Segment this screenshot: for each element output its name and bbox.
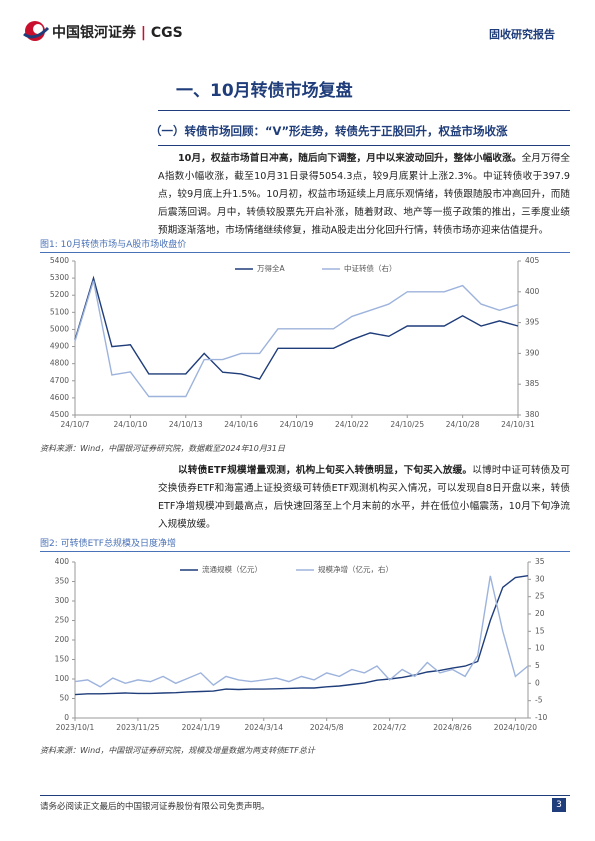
y-tick-label: 200 [55, 635, 70, 644]
y-tick-label: 5100 [50, 307, 69, 316]
y2-tick-label: 0 [535, 678, 540, 687]
x-tick-label: 24/10/13 [169, 420, 203, 429]
legend-label: 中证转债（右） [344, 263, 397, 273]
y2-tick-label: 395 [525, 318, 540, 327]
x-tick-label: 2024/3/14 [245, 723, 284, 732]
chart: 4500 4600 4700 4800 4900 5000 5100 5200 5300 5400… [50, 256, 540, 429]
y-tick-label: 5300 [50, 273, 69, 282]
y-tick-label: 4600 [50, 393, 69, 402]
figure-caption: 图1: 10月转债市场与A股市场收盘价 [40, 237, 570, 253]
disclaimer: 请务必阅读正文最后的中国银河证券股份有限公司免责声明。 [40, 802, 270, 812]
y-tick-label: 150 [55, 655, 70, 664]
y-tick-label: 4800 [50, 359, 69, 368]
series-line [74, 275, 519, 380]
x-tick-label: 24/10/19 [280, 420, 314, 429]
logo: 中国银河证券 | CGS [52, 25, 183, 41]
figure-caption: 图2: 可转债ETF总规模及日度净增 [40, 536, 570, 552]
x-tick-label: 2023/10/1 [56, 723, 95, 732]
x-tick-label: 2024/1/19 [182, 723, 221, 732]
x-tick-label: 24/10/16 [224, 420, 258, 429]
y2-tick-label: -5 [535, 696, 543, 705]
y2-tick-label: 385 [525, 379, 540, 388]
y2-tick-label: 35 [535, 557, 545, 566]
y2-tick-label: 25 [535, 592, 545, 601]
chart: 0 50 100 150 200 250 300 350 400 -10 -5 0 5 10 15 20 25 3… [55, 557, 548, 732]
paragraph: 以转债ETF规模增量观测，机构上旬买入转债明显，下旬买入放缓。以博时中证可转债及… [158, 462, 570, 534]
source: 资料来源：Wind，中国银河证券研究院，数据截至2024年10月31日 [40, 444, 285, 453]
paragraph: 10月，权益市场首日冲高，随后向下调整，月中以来波动回升，整体小幅收涨。全月万得… [158, 150, 570, 240]
page-number: 3 [552, 798, 566, 812]
x-tick-label: 2024/5/8 [310, 723, 344, 732]
logo-en: CGS [150, 25, 183, 41]
logo-icon [23, 21, 50, 41]
y-tick-label: 5400 [50, 256, 69, 265]
y2-tick-label: 15 [535, 626, 545, 635]
y-tick-label: 4500 [50, 410, 69, 419]
y2-tick-label: 10 [535, 644, 545, 653]
y2-tick-label: 390 [525, 348, 540, 357]
section-title: 一、10月转债市场复盘 [176, 81, 353, 101]
rule [158, 110, 570, 111]
y2-tick-label: 400 [525, 287, 540, 296]
series-line [74, 575, 529, 688]
y-tick-label: 250 [55, 616, 70, 625]
y-tick-label: 5200 [50, 290, 69, 299]
report-type: 固收研究报告 [489, 28, 555, 41]
x-tick-label: 2023/11/25 [116, 723, 159, 732]
series-line [74, 575, 529, 696]
x-tick-label: 24/10/31 [501, 420, 535, 429]
x-tick-label: 24/10/10 [114, 420, 148, 429]
lead: 10月，权益市场首日冲高，随后向下调整，月中以来波动回升，整体小幅收涨。 [178, 153, 522, 164]
y-tick-label: 5000 [50, 324, 69, 333]
body: 以博时中证可转债及可交换债券ETF和海富通上证投资级可转债ETF观测机构买入情况… [158, 465, 570, 530]
x-tick-label: 24/10/7 [61, 420, 90, 429]
rule [158, 145, 570, 146]
x-tick-label: 2024/10/20 [494, 723, 537, 732]
source: 资料来源：Wind，中国银河证券研究院，规模及增量数据为两支转债ETF总计 [40, 746, 315, 755]
y-tick-label: 0 [64, 713, 69, 722]
legend-label: 万得全A [257, 263, 285, 273]
y-tick-label: 4700 [50, 376, 69, 385]
y-tick-label: 400 [55, 557, 70, 566]
x-tick-label: 24/10/25 [390, 420, 424, 429]
y2-tick-label: 30 [535, 574, 545, 583]
x-tick-label: 24/10/22 [335, 420, 369, 429]
y2-tick-label: 380 [525, 410, 540, 419]
subsection-title: （一）转债市场回顾：“V”形走势，转债先于正股回升，权益市场收涨 [150, 124, 508, 138]
lead: 以转债ETF规模增量观测，机构上旬买入转债明显，下旬买入放缓。 [178, 465, 473, 476]
body: 全月万得全A指数小幅收涨，截至10月31日录得5054.3点，较9月底累计上涨2… [158, 153, 570, 236]
legend-label: 规模净增（亿元，右） [318, 564, 393, 574]
y-tick-label: 50 [59, 694, 69, 703]
rule [40, 795, 570, 796]
series-line [74, 280, 519, 398]
x-tick-label: 2024/8/26 [433, 723, 472, 732]
x-tick-label: 2024/7/2 [373, 723, 407, 732]
x-tick-label: 24/10/28 [446, 420, 480, 429]
legend-label: 流通规模（亿元） [202, 564, 262, 574]
y-tick-label: 100 [55, 674, 70, 683]
y-tick-label: 4900 [50, 342, 69, 351]
y2-tick-label: -10 [535, 713, 547, 722]
y-tick-label: 350 [55, 577, 70, 586]
y2-tick-label: 405 [525, 256, 540, 265]
y2-tick-label: 20 [535, 609, 545, 618]
y-tick-label: 300 [55, 596, 70, 605]
logo-cn: 中国银河证券 [52, 25, 136, 41]
y2-tick-label: 5 [535, 661, 540, 670]
